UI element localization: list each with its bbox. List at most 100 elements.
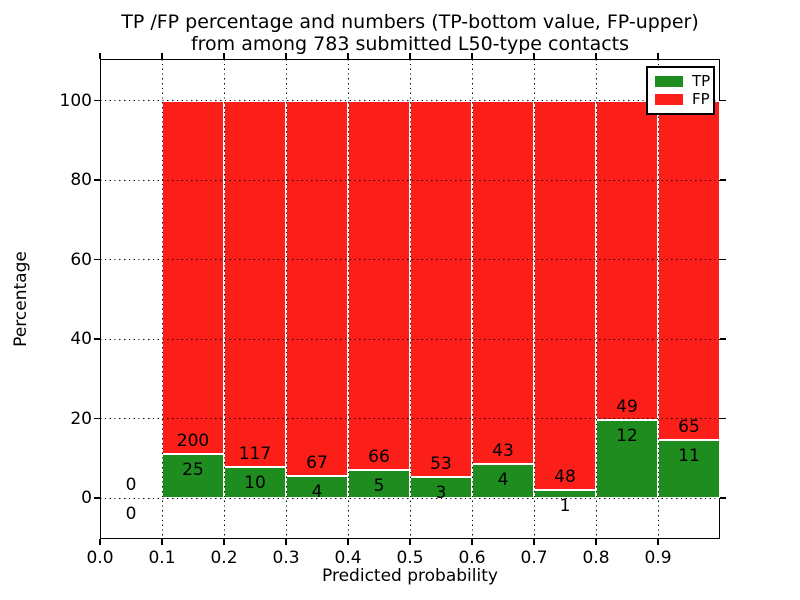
y-tick-label: 40 (70, 329, 92, 349)
y-tick-right (720, 497, 726, 499)
legend: TP FP (646, 66, 715, 115)
bar-segment-tp (658, 440, 720, 498)
x-tick-label: 0.5 (396, 548, 424, 568)
y-tick-right (720, 417, 726, 420)
bar-segment-fp (348, 100, 410, 471)
x-tick (657, 539, 659, 545)
x-gridline (471, 59, 473, 539)
x-tick (533, 539, 535, 545)
x-gridline (595, 59, 597, 539)
x-tick-top (161, 53, 163, 59)
tp-count-label: 25 (182, 459, 204, 480)
y-tick-label: 20 (70, 408, 92, 429)
x-tick-top (409, 53, 411, 59)
fp-count-label: 49 (616, 396, 638, 417)
tp-count-label: 4 (497, 470, 509, 491)
x-tick-label: 0.0 (86, 548, 114, 568)
fp-count-label: 200 (176, 430, 210, 451)
fp-count-label: 67 (306, 452, 328, 473)
x-tick (409, 539, 411, 545)
x-tick-label: 0.2 (210, 548, 238, 568)
tp-count-label: 12 (616, 425, 638, 446)
fp-count-label: 53 (430, 453, 452, 474)
tp-count-label: 3 (435, 482, 447, 503)
x-tick-label: 0.3 (272, 548, 300, 568)
y-tick-right (720, 258, 726, 261)
x-gridline (223, 59, 225, 539)
bar-segment-fp (286, 100, 348, 476)
x-tick (285, 539, 287, 545)
x-tick-top (471, 53, 473, 59)
y-tick-right (720, 99, 726, 102)
fp-count-label: 117 (238, 443, 272, 464)
bar-segment-fp (162, 100, 224, 454)
x-axis-label: Predicted probability (322, 566, 498, 586)
fp-count-label: 66 (368, 447, 390, 468)
y-tick (94, 258, 100, 261)
bar-segment-fp (472, 100, 534, 465)
x-tick-top (533, 53, 535, 59)
bar-segment-tp (224, 466, 286, 498)
x-tick-top (657, 53, 659, 59)
bar-segment-fp (534, 100, 596, 490)
y-axis-label: Percentage (11, 251, 31, 347)
tp-count-label: 0 (125, 504, 137, 524)
x-tick (223, 539, 225, 545)
x-tick-label: 0.6 (458, 548, 486, 568)
fp-count-label: 0 (125, 475, 137, 495)
x-tick-label: 0.8 (582, 548, 610, 568)
tp-count-label: 1 (559, 495, 571, 516)
bar-segment-tp (162, 453, 224, 498)
x-tick-label: 0.1 (148, 548, 176, 568)
bar-segment-tp (596, 419, 658, 498)
y-tick-label: 0 (81, 488, 92, 508)
y-tick-right (720, 179, 726, 181)
tp-count-label: 4 (311, 481, 323, 502)
y-tick-label: 100 (59, 90, 92, 111)
x-tick-top (595, 53, 597, 59)
x-gridline (285, 59, 287, 539)
fp-count-label: 65 (678, 417, 700, 438)
fp-count-label: 48 (554, 466, 576, 487)
y-tick-label: 60 (70, 249, 92, 270)
bar-segment-tp (472, 464, 534, 498)
y-tick (94, 99, 100, 102)
bar-segment-fp (658, 100, 720, 441)
x-gridline (161, 59, 163, 539)
legend-label-fp: FP (692, 90, 710, 109)
legend-entry-tp: TP (648, 71, 713, 90)
x-gridline (657, 59, 659, 539)
x-tick-top (285, 53, 287, 59)
x-tick-label: 0.9 (644, 548, 672, 568)
y-tick-right (720, 338, 726, 340)
bar-segment-fp (224, 100, 286, 467)
x-tick-top (99, 53, 101, 59)
legend-entry-fp: FP (648, 92, 713, 107)
bar-segment-fp (410, 100, 472, 477)
x-tick-top (223, 53, 225, 59)
tp-swatch-icon (655, 75, 683, 87)
x-tick (99, 539, 101, 545)
fp-swatch-icon (655, 94, 683, 106)
fp-count-label: 43 (492, 441, 514, 462)
x-gridline (533, 59, 535, 539)
chart-title-line2: from among 783 submitted L50-type contac… (190, 33, 630, 55)
x-tick (471, 539, 473, 545)
y-tick (94, 417, 100, 420)
bar-segment-fp (596, 100, 658, 420)
tp-count-label: 5 (373, 476, 385, 497)
tp-count-label: 10 (244, 472, 266, 493)
x-tick-label: 0.4 (334, 548, 362, 568)
y-tick (94, 338, 100, 340)
x-tick (161, 539, 163, 545)
tp-count-label: 11 (678, 446, 700, 467)
x-tick-top (347, 53, 349, 59)
x-tick (595, 539, 597, 545)
x-gridline (409, 59, 411, 539)
y-tick (94, 179, 100, 181)
legend-label-tp: TP (692, 71, 711, 90)
x-tick (347, 539, 349, 545)
y-tick-label: 80 (70, 170, 92, 190)
chart-title-line1: TP /FP percentage and numbers (TP-bottom… (121, 11, 699, 33)
